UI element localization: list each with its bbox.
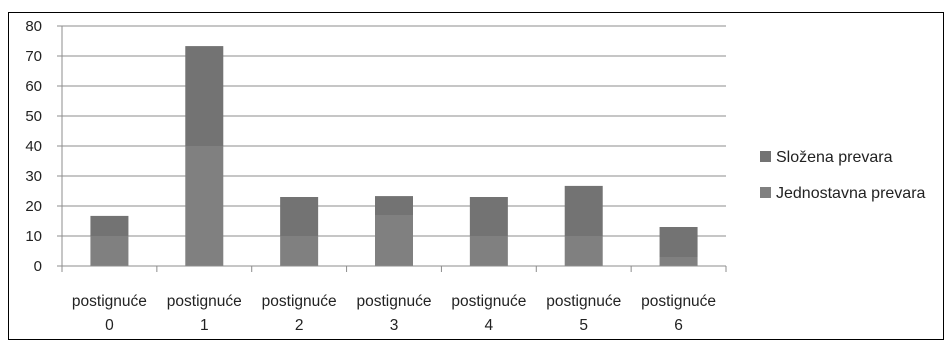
- bar-segment-slozena: [90, 215, 129, 236]
- y-tick-labels: 0 10 20 30 40 50 60 70 80: [25, 18, 42, 275]
- legend-swatch: [760, 151, 771, 162]
- y-tick-label: 50: [25, 108, 42, 125]
- x-tick-label: postignuće 4: [451, 293, 526, 334]
- x-tick-label: postignuće 3: [357, 293, 432, 334]
- bar-segment-jednostavna: [280, 236, 319, 266]
- bar-segment-slozena: [185, 46, 224, 146]
- bar-segment-jednostavna: [90, 236, 129, 266]
- y-tick-label: 60: [25, 78, 42, 95]
- bar-segment-jednostavna: [375, 215, 413, 266]
- bar-segment-slozena: [469, 197, 508, 236]
- x-tick-labels: postignuće 0 postignuće 1 postignuće 2 postign…: [72, 293, 716, 334]
- x-tick-label: postignuće 6: [641, 293, 716, 334]
- y-tick-label: 0: [34, 258, 42, 275]
- y-tick-label: 30: [25, 168, 42, 185]
- x-tick-label: postignuće 2: [262, 293, 337, 334]
- bar-segment-slozena: [659, 227, 698, 257]
- legend: Složena prevara Jednostavna prevara: [760, 149, 926, 202]
- legend-label: Složena prevara: [776, 149, 893, 166]
- bar-segment-jednostavna: [185, 146, 224, 266]
- axes: [57, 25, 727, 272]
- bar-segment-slozena: [280, 197, 319, 236]
- bar-segment-jednostavna: [659, 257, 698, 266]
- x-tick-label: postignuće 0: [72, 293, 147, 334]
- bars: [90, 46, 698, 266]
- x-tick-label: postignuće 5: [546, 293, 621, 334]
- legend-swatch: [760, 187, 771, 198]
- y-tick-label: 10: [25, 228, 42, 245]
- legend-label: Jednostavna prevara: [776, 185, 926, 202]
- bar-segment-slozena: [375, 196, 413, 215]
- y-tick-label: 80: [25, 18, 42, 35]
- x-tick-label: postignuće 1: [167, 293, 242, 334]
- y-tick-label: 70: [25, 48, 42, 65]
- gridlines: [62, 25, 726, 237]
- bar-segment-jednostavna: [564, 236, 603, 266]
- bar-segment-jednostavna: [469, 236, 508, 266]
- y-tick-label: 40: [25, 138, 42, 155]
- bar-segment-slozena: [564, 185, 603, 236]
- y-tick-label: 20: [25, 198, 42, 215]
